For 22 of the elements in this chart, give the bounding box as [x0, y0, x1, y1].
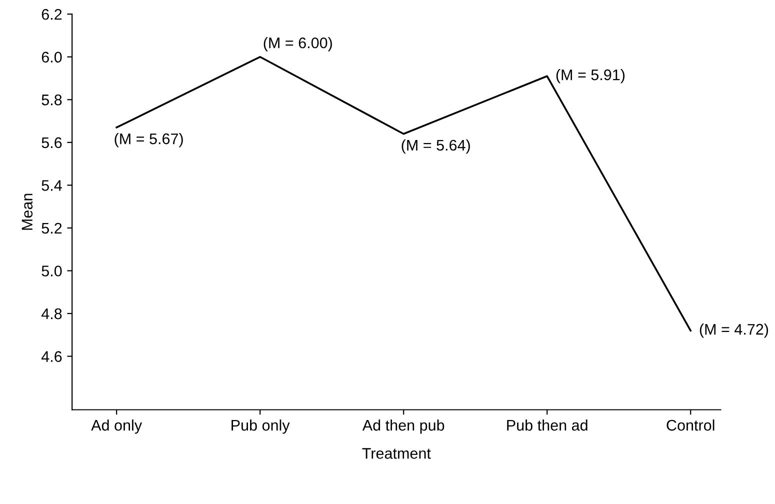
y-tick-label: 5.2 [42, 222, 62, 234]
y-tick-label: 4.6 [41, 351, 62, 362]
data-label: (M = 5.91) [556, 69, 625, 84]
line-series [116, 56, 692, 332]
y-tick-label: 4.8 [41, 308, 62, 320]
x-tick-label: Ad only [91, 419, 142, 434]
data-label: (M = 6.00) [264, 37, 332, 52]
y-tick-label: 5.4 [42, 180, 62, 191]
x-tick-label: Control [666, 419, 714, 431]
y-tick-label: 6.0 [42, 52, 62, 63]
y-tick-label: 5.6 [42, 137, 62, 148]
data-label: (M = 5.67) [114, 133, 183, 148]
data-label: (M = 4.72) [700, 324, 768, 338]
x-tick-label: Pub only [232, 419, 290, 434]
x-tick-label: Ad then pub [362, 419, 444, 434]
y-tick-label: 5.8 [42, 94, 62, 106]
data-label: (M = 5.64) [402, 139, 470, 154]
x-axis-title: Treatment [362, 448, 431, 459]
y-tick-label: 5.0 [42, 266, 62, 276]
y-tick-label: 6.2 [42, 8, 62, 20]
x-tick-label: Pub then ad [507, 419, 588, 431]
y-axis-title: Mean [22, 194, 33, 230]
